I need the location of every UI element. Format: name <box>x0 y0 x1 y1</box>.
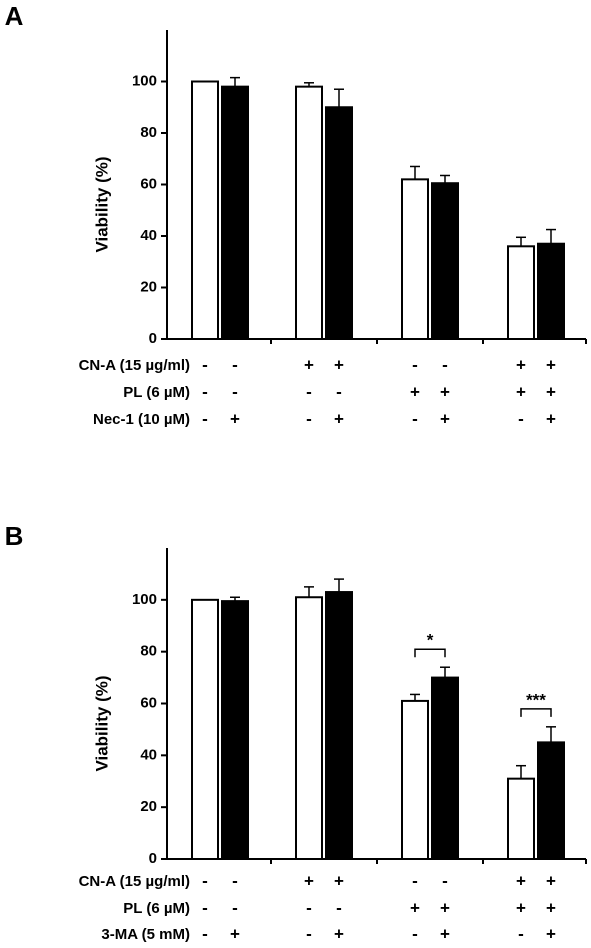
y-tick-label: 0 <box>149 330 157 347</box>
treatment-sign: - <box>412 409 418 428</box>
bar <box>507 245 535 340</box>
significance-bracket <box>520 708 552 717</box>
treatment-sign: - <box>306 409 312 428</box>
treatment-sign: - <box>442 871 448 890</box>
bar <box>537 741 565 860</box>
y-tick-label: 20 <box>140 798 157 815</box>
bar <box>191 80 219 340</box>
bar <box>191 598 219 860</box>
bar <box>401 178 429 340</box>
bar <box>507 777 535 860</box>
bar <box>401 699 429 860</box>
significance-label: *** <box>526 690 546 709</box>
y-axis-title: Viability (%) <box>92 675 111 771</box>
treatment-sign: - <box>232 382 238 401</box>
treatment-sign: + <box>410 898 420 917</box>
treatment-sign: - <box>232 898 238 917</box>
treatment-sign: - <box>306 898 312 917</box>
bar <box>325 106 353 340</box>
y-tick-label: 40 <box>140 227 157 244</box>
treatment-sign: - <box>202 409 208 428</box>
treatment-sign: - <box>202 924 208 943</box>
treatment-sign: - <box>442 355 448 374</box>
significance-label: * <box>427 631 434 650</box>
treatment-label: 3-MA (5 mM) <box>101 926 190 943</box>
treatment-sign: + <box>334 871 344 890</box>
treatment-sign: + <box>516 382 526 401</box>
treatment-sign: + <box>546 382 556 401</box>
treatment-sign: + <box>546 409 556 428</box>
treatment-sign: - <box>232 355 238 374</box>
treatment-sign: - <box>232 871 238 890</box>
treatment-sign: + <box>546 898 556 917</box>
treatment-sign: + <box>334 355 344 374</box>
y-tick-label: 100 <box>132 72 157 89</box>
y-tick-label: 60 <box>140 694 157 711</box>
significance-bracket <box>414 648 446 658</box>
bar <box>221 600 249 860</box>
bar <box>295 85 323 341</box>
treatment-label: Nec-1 (10 µM) <box>93 411 190 428</box>
treatment-sign: + <box>440 409 450 428</box>
treatment-sign: + <box>516 871 526 890</box>
treatment-sign: - <box>412 924 418 943</box>
bar <box>431 676 459 860</box>
y-tick-label: 0 <box>149 850 157 867</box>
treatment-sign: + <box>334 924 344 943</box>
treatment-sign: + <box>230 924 240 943</box>
y-axis-title: Viability (%) <box>92 156 111 252</box>
treatment-sign: + <box>516 898 526 917</box>
treatment-sign: - <box>202 871 208 890</box>
treatment-sign: + <box>440 898 450 917</box>
y-tick-label: 80 <box>140 124 157 141</box>
treatment-label: CN-A (15 µg/ml) <box>79 357 190 374</box>
treatment-sign: - <box>202 898 208 917</box>
treatment-sign: - <box>518 409 524 428</box>
treatment-sign: + <box>516 355 526 374</box>
treatment-sign: + <box>440 924 450 943</box>
treatment-sign: + <box>304 355 314 374</box>
bar <box>537 242 565 341</box>
y-tick-label: 60 <box>140 175 157 192</box>
treatment-sign: - <box>306 382 312 401</box>
treatment-label: CN-A (15 µg/ml) <box>79 873 190 890</box>
bar <box>325 591 353 861</box>
bar <box>431 182 459 340</box>
treatment-sign: - <box>412 871 418 890</box>
treatment-label: PL (6 µM) <box>123 900 190 917</box>
treatment-sign: - <box>336 382 342 401</box>
treatment-sign: + <box>546 871 556 890</box>
y-tick-label: 100 <box>132 591 157 608</box>
treatment-sign: - <box>202 355 208 374</box>
treatment-sign: - <box>412 355 418 374</box>
treatment-label: PL (6 µM) <box>123 384 190 401</box>
treatment-sign: + <box>410 382 420 401</box>
treatment-sign: - <box>306 924 312 943</box>
y-tick-label: 20 <box>140 278 157 295</box>
treatment-sign: + <box>546 924 556 943</box>
bar <box>221 85 249 341</box>
panel-label: B <box>5 521 24 551</box>
treatment-sign: - <box>202 382 208 401</box>
treatment-sign: - <box>518 924 524 943</box>
treatment-sign: + <box>304 871 314 890</box>
treatment-sign: + <box>440 382 450 401</box>
panel-label: A <box>5 1 24 31</box>
y-tick-label: 80 <box>140 643 157 660</box>
y-tick-label: 40 <box>140 746 157 763</box>
treatment-sign: + <box>546 355 556 374</box>
bar <box>295 596 323 860</box>
treatment-sign: - <box>336 898 342 917</box>
treatment-sign: + <box>334 409 344 428</box>
treatment-sign: + <box>230 409 240 428</box>
